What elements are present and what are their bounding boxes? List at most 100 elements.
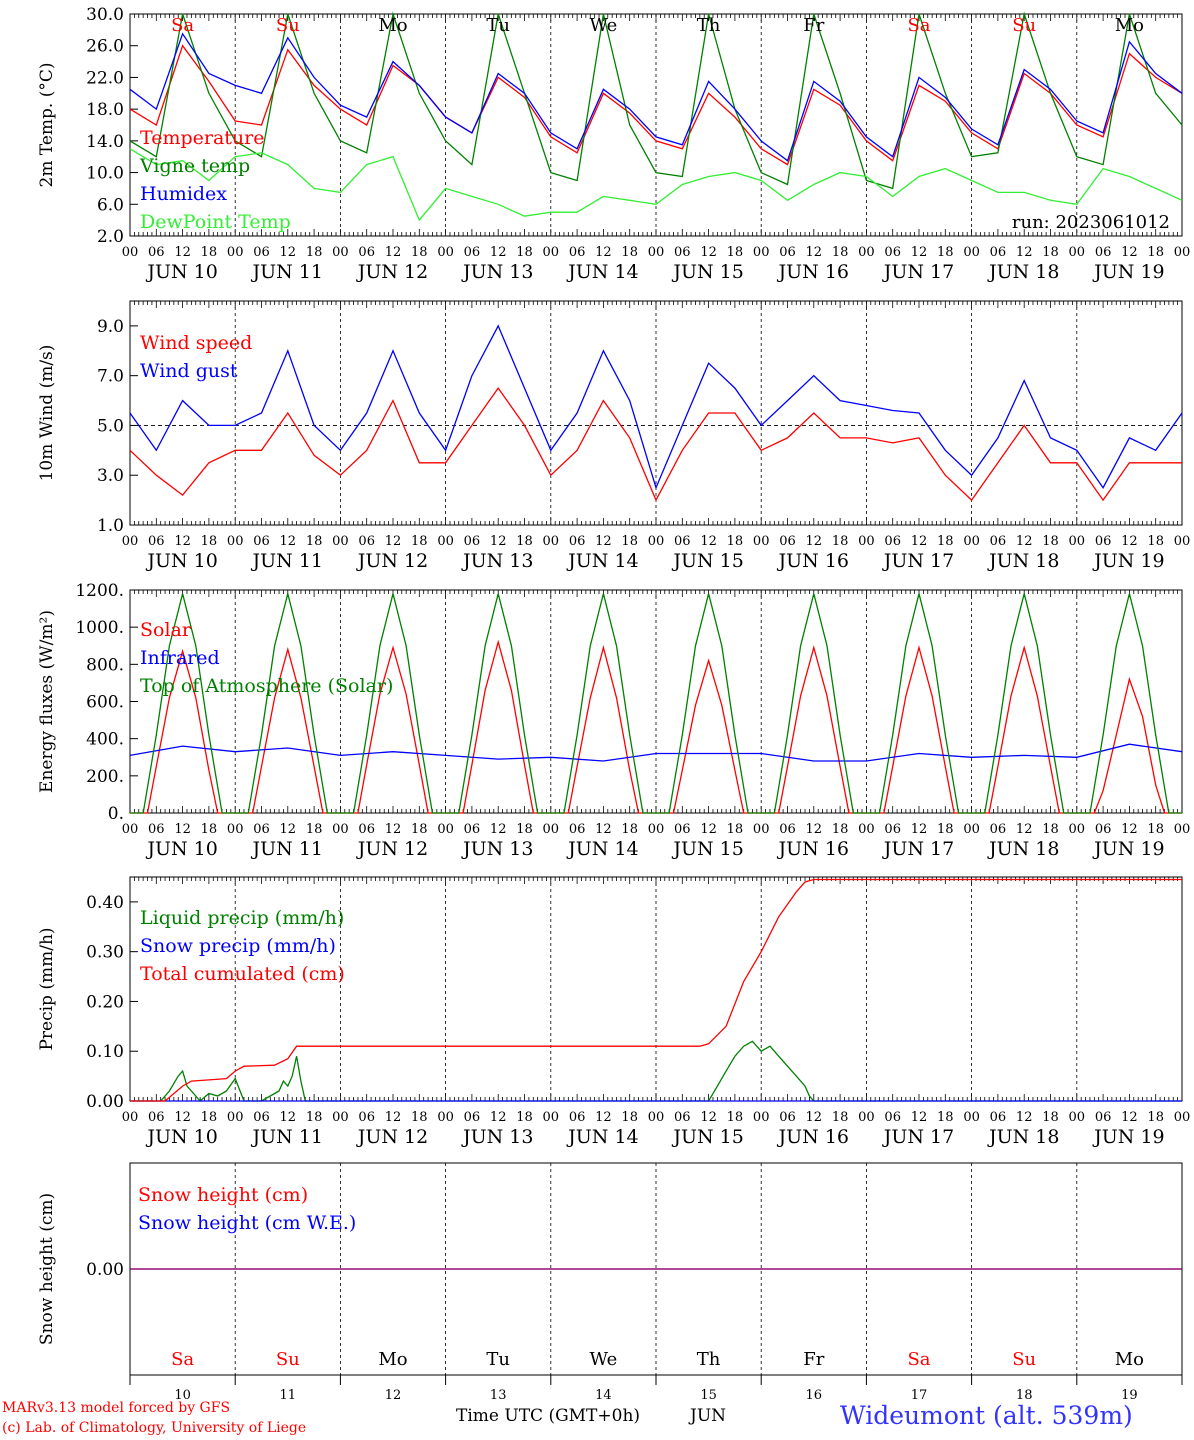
y-tick-label: 9.0 [97, 317, 124, 337]
y-tick-label: 600. [86, 693, 124, 713]
y-tick-label: 30.0 [86, 5, 124, 25]
hour-label: 18 [411, 1110, 428, 1125]
date-label: JUN 19 [1092, 261, 1164, 283]
date-label: JUN 12 [356, 261, 428, 283]
hour-label: 18 [937, 1110, 954, 1125]
hour-label: 06 [569, 245, 586, 260]
hour-label: 18 [621, 822, 638, 837]
weekday-label: Sa [171, 15, 194, 36]
hour-label: 12 [700, 534, 717, 549]
hour-label: 00 [332, 822, 349, 837]
hour-label: 00 [648, 245, 665, 260]
y-tick-label: 0.30 [86, 943, 124, 963]
hour-label: 00 [753, 1110, 770, 1125]
hour-label: 18 [621, 534, 638, 549]
date-label: JUN 16 [777, 1126, 849, 1148]
date-label: JUN 18 [987, 1126, 1059, 1148]
hour-label: 12 [911, 822, 928, 837]
date-label: JUN 17 [882, 1126, 954, 1148]
hour-label: 00 [227, 245, 244, 260]
hour-label: 12 [1016, 822, 1033, 837]
y-tick-label: 800. [86, 655, 124, 675]
hour-label: 06 [253, 1110, 270, 1125]
date-label: JUN 11 [251, 261, 323, 283]
hour-label: 06 [464, 245, 481, 260]
y-tick-label: 6.0 [97, 195, 124, 215]
hour-label: 00 [648, 1110, 665, 1125]
hour-label: 12 [280, 534, 297, 549]
model-credit: MARv3.13 model forced by GFS [2, 1400, 231, 1416]
hour-label: 18 [306, 1110, 323, 1125]
hour-label: 06 [358, 1110, 375, 1125]
legend-liquid-precip-mm-h-: Liquid precip (mm/h) [140, 907, 344, 929]
hour-label: 18 [1147, 1110, 1164, 1125]
hour-label: 06 [148, 822, 165, 837]
hour-label: 12 [806, 822, 823, 837]
y-tick-label: 2.0 [97, 227, 124, 247]
hour-label: 06 [358, 245, 375, 260]
series-temperature [129, 44, 1183, 166]
lab-credit: (c) Lab. of Climatology, University of L… [2, 1420, 307, 1436]
date-label: JUN 14 [566, 550, 638, 572]
legend-top-of-atmosphere-solar-: Top of Atmosphere (Solar) [140, 675, 393, 697]
date-label: JUN 18 [987, 550, 1059, 572]
hour-label: 06 [779, 534, 796, 549]
date-label: JUN 14 [566, 1126, 638, 1148]
date-label: JUN 14 [566, 838, 638, 860]
hour-label: 12 [490, 1110, 507, 1125]
hour-label: 12 [1121, 534, 1138, 549]
date-label: JUN 11 [251, 1126, 323, 1148]
hour-label: 00 [858, 245, 875, 260]
hour-label: 12 [280, 1110, 297, 1125]
hour-label: 00 [858, 822, 875, 837]
hour-label: 06 [779, 245, 796, 260]
legend-snow-height-cm-w-e-: Snow height (cm W.E.) [138, 1212, 356, 1234]
legend-vigne-temp: Vigne temp [139, 155, 250, 177]
hour-label: 12 [280, 822, 297, 837]
hour-label: 12 [911, 1110, 928, 1125]
hour-label: 12 [595, 1110, 612, 1125]
hour-label: 06 [253, 534, 270, 549]
hour-label: 18 [832, 534, 849, 549]
hour-label: 18 [1042, 1110, 1059, 1125]
y-tick-label: 0.40 [86, 893, 124, 913]
hour-label: 00 [122, 1110, 139, 1125]
date-label: JUN 10 [145, 550, 217, 572]
series-humidex [129, 32, 1183, 162]
y-tick-label: 7.0 [97, 367, 124, 387]
date-label: JUN 19 [1092, 550, 1164, 572]
y-tick-label: 22.0 [86, 68, 124, 88]
hour-label: 00 [1069, 822, 1086, 837]
y-tick-label: 1.0 [97, 516, 124, 536]
hour-label: 00 [753, 534, 770, 549]
date-label: JUN 16 [777, 838, 849, 860]
date-label: JUN 13 [461, 838, 533, 860]
hour-label: 06 [990, 245, 1007, 260]
hour-label: 00 [332, 1110, 349, 1125]
y-axis-label: Energy fluxes (W/m²) [37, 610, 57, 793]
hour-label: 00 [227, 534, 244, 549]
hour-label: 12 [1121, 1110, 1138, 1125]
weekday-label: Th [697, 1349, 721, 1370]
date-label: JUN 15 [671, 838, 743, 860]
hour-label: 00 [437, 245, 454, 260]
weekday-label: Mo [1115, 15, 1144, 36]
hour-label: 00 [753, 245, 770, 260]
hour-label: 06 [1095, 822, 1112, 837]
date-label: JUN 13 [461, 550, 533, 572]
series-dewpoint-temp [129, 148, 1183, 222]
hour-label: 00 [1069, 534, 1086, 549]
hour-label: 12 [1121, 245, 1138, 260]
date-label: JUN 16 [777, 550, 849, 572]
hour-label: 18 [727, 245, 744, 260]
weekday-label: Mo [378, 15, 407, 36]
hour-label: 18 [832, 822, 849, 837]
hour-label: 00 [1069, 1110, 1086, 1125]
hour-label: 00 [1174, 1110, 1191, 1125]
hour-label: 18 [832, 245, 849, 260]
date-label: JUN 18 [987, 838, 1059, 860]
weekday-label: We [590, 15, 618, 36]
hour-label: 00 [648, 534, 665, 549]
hour-label: 00 [227, 822, 244, 837]
